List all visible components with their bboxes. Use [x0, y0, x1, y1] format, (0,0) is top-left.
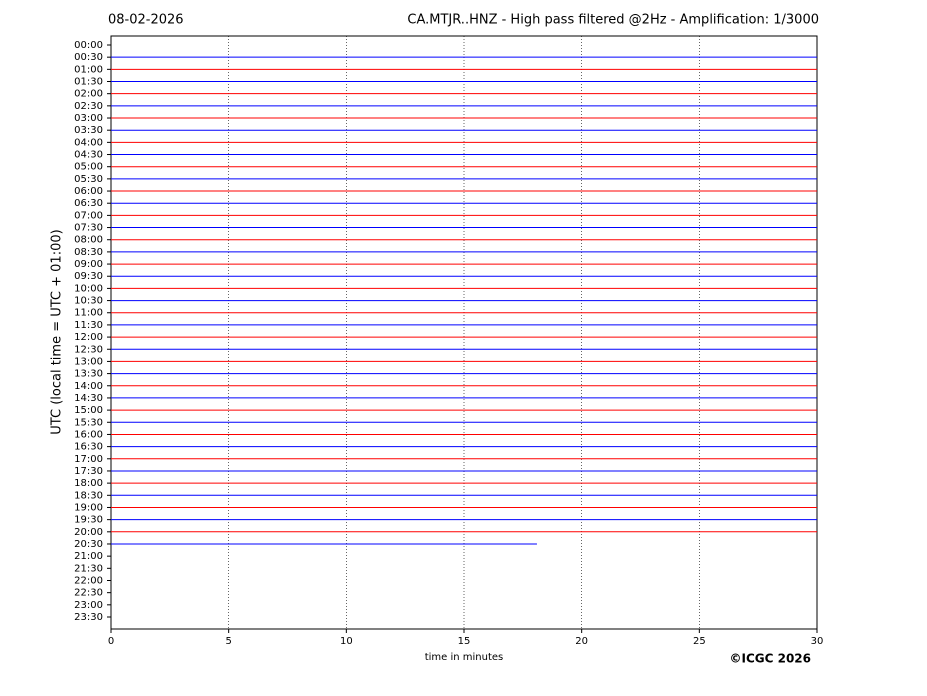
- y-tick-label: 17:00: [74, 454, 103, 465]
- x-tick-label: 15: [458, 636, 471, 647]
- y-tick-label: 21:00: [74, 551, 103, 562]
- y-tick-label: 09:00: [74, 259, 103, 270]
- credit: ©ICGC 2026: [729, 652, 811, 666]
- y-tick-label: 20:00: [74, 527, 103, 538]
- y-tick-label: 23:30: [74, 612, 103, 623]
- y-tick-label: 07:30: [74, 223, 103, 234]
- y-tick-label: 05:30: [74, 174, 103, 185]
- x-tick-label: 0: [108, 636, 114, 647]
- y-tick-label: 14:00: [74, 381, 103, 392]
- y-tick-label: 12:30: [74, 344, 103, 355]
- y-tick-label: 16:00: [74, 429, 103, 440]
- x-tick-label: 5: [225, 636, 231, 647]
- x-tick-label: 20: [575, 636, 588, 647]
- y-tick-label: 02:30: [74, 101, 103, 112]
- y-tick-label: 06:30: [74, 198, 103, 209]
- y-tick-label: 11:00: [74, 308, 103, 319]
- y-tick-label: 22:30: [74, 588, 103, 599]
- y-tick-label: 13:30: [74, 369, 103, 380]
- y-tick-label: 18:00: [74, 478, 103, 489]
- chart-date: 08-02-2026: [108, 13, 184, 28]
- y-tick-label: 20:30: [74, 539, 103, 550]
- y-tick-label: 04:30: [74, 150, 103, 161]
- y-tick-label: 02:00: [74, 89, 103, 100]
- y-tick-label: 15:00: [74, 405, 103, 416]
- x-tick-label: 10: [340, 636, 353, 647]
- y-tick-label: 18:30: [74, 490, 103, 501]
- y-tick-label: 05:00: [74, 162, 103, 173]
- y-tick-label: 04:00: [74, 137, 103, 148]
- x-tick-label: 25: [693, 636, 706, 647]
- y-tick-label: 07:00: [74, 210, 103, 221]
- y-tick-label: 21:30: [74, 563, 103, 574]
- y-tick-label: 06:00: [74, 186, 103, 197]
- y-tick-label: 13:00: [74, 356, 103, 367]
- y-tick-label: 19:30: [74, 515, 103, 526]
- y-tick-label: 22:00: [74, 575, 103, 586]
- y-tick-label: 10:00: [74, 283, 103, 294]
- y-tick-label: 16:30: [74, 442, 103, 453]
- x-axis-label: time in minutes: [425, 652, 504, 663]
- chart-title: CA.MTJR..HNZ - High pass filtered @2Hz -…: [407, 13, 819, 28]
- y-tick-label: 08:00: [74, 235, 103, 246]
- y-tick-label: 03:30: [74, 125, 103, 136]
- y-tick-label: 11:30: [74, 320, 103, 331]
- y-tick-label: 09:30: [74, 271, 103, 282]
- y-tick-label: 15:30: [74, 417, 103, 428]
- y-tick-label: 01:00: [74, 64, 103, 75]
- y-tick-label: 01:30: [74, 77, 103, 88]
- y-tick-label: 23:00: [74, 600, 103, 611]
- y-tick-label: 10:30: [74, 296, 103, 307]
- y-axis-label: UTC (local time = UTC + 01:00): [50, 229, 65, 434]
- y-tick-label: 17:30: [74, 466, 103, 477]
- x-tick-label: 30: [811, 636, 824, 647]
- y-tick-label: 08:30: [74, 247, 103, 258]
- y-tick-label: 12:00: [74, 332, 103, 343]
- y-tick-label: 00:30: [74, 52, 103, 63]
- y-tick-label: 14:30: [74, 393, 103, 404]
- y-tick-label: 19:00: [74, 502, 103, 513]
- y-tick-label: 00:00: [74, 40, 103, 51]
- y-tick-label: 03:00: [74, 113, 103, 124]
